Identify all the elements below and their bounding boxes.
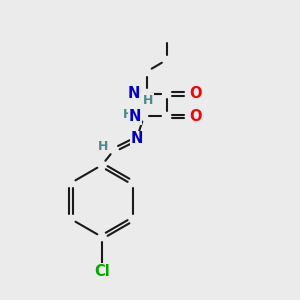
Text: O: O (189, 86, 202, 101)
Text: N: N (129, 109, 141, 124)
Text: H: H (98, 140, 108, 154)
Text: H: H (123, 108, 134, 122)
Text: Cl: Cl (94, 264, 110, 279)
Text: O: O (189, 109, 202, 124)
Text: N: N (130, 131, 143, 146)
Text: H: H (143, 94, 154, 107)
Text: N: N (128, 86, 140, 101)
